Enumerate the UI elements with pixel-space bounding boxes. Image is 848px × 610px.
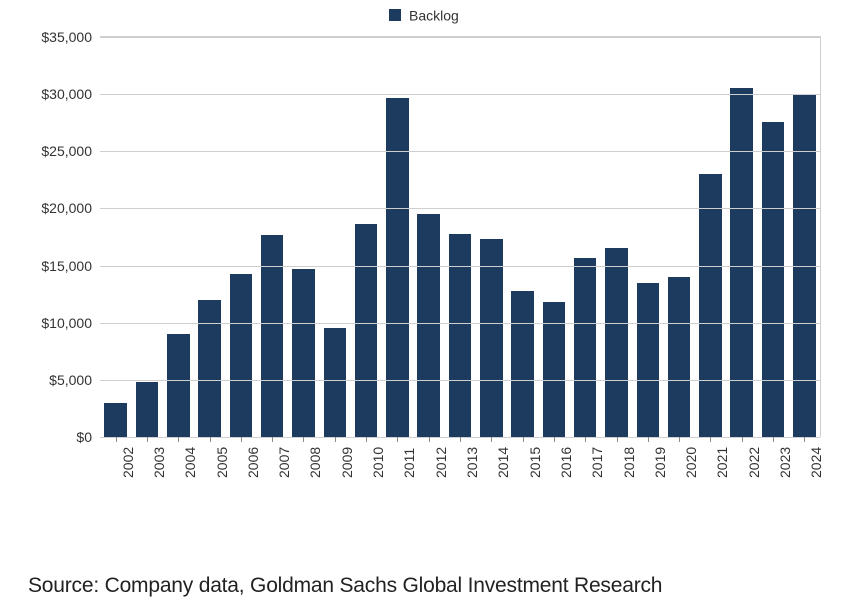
x-tick-mark <box>523 437 524 442</box>
chart-legend: Backlog <box>0 6 848 23</box>
legend-label: Backlog <box>409 7 459 23</box>
bars-layer <box>100 37 820 437</box>
x-tick-label: 2015 <box>527 447 543 478</box>
source-attribution: Source: Company data, Goldman Sachs Glob… <box>28 573 820 600</box>
plot-area: $0$5,000$10,000$15,000$20,000$25,000$30,… <box>100 36 821 437</box>
x-tick-label: 2009 <box>339 447 355 478</box>
x-tick-mark <box>585 437 586 442</box>
x-tick-label: 2019 <box>652 447 668 478</box>
y-tick-label: $0 <box>76 429 92 445</box>
x-tick-mark <box>210 437 211 442</box>
x-tick-label: 2023 <box>777 447 793 478</box>
x-tick-mark <box>554 437 555 442</box>
bar <box>104 403 127 437</box>
y-tick-label: $15,000 <box>41 258 92 274</box>
grid-line <box>100 151 820 152</box>
x-tick-label: 2005 <box>214 447 230 478</box>
x-tick-mark <box>804 437 805 442</box>
x-tick-mark <box>147 437 148 442</box>
x-tick-label: 2017 <box>589 447 605 478</box>
bar-chart-container: Backlog $0$5,000$10,000$15,000$20,000$25… <box>0 0 848 610</box>
legend-swatch <box>389 9 401 21</box>
x-tick-mark <box>116 437 117 442</box>
bar <box>167 334 190 437</box>
bar <box>230 274 253 437</box>
bar <box>386 98 409 437</box>
y-tick-label: $25,000 <box>41 143 92 159</box>
x-tick-label: 2022 <box>746 447 762 478</box>
x-tick-mark <box>366 437 367 442</box>
bar <box>605 248 628 437</box>
x-tick-mark <box>773 437 774 442</box>
x-tick-label: 2020 <box>683 447 699 478</box>
bar <box>292 269 315 437</box>
grid-line <box>100 208 820 209</box>
x-tick-mark <box>648 437 649 442</box>
bar <box>762 122 785 437</box>
x-tick-mark <box>303 437 304 442</box>
x-tick-mark <box>491 437 492 442</box>
bar <box>730 88 753 437</box>
bar <box>198 300 221 437</box>
x-tick-label: 2003 <box>151 447 167 478</box>
x-tick-label: 2012 <box>433 447 449 478</box>
x-tick-label: 2018 <box>621 447 637 478</box>
x-tick-mark <box>617 437 618 442</box>
bar <box>355 224 378 437</box>
bar <box>417 214 440 437</box>
x-tick-mark <box>397 437 398 442</box>
grid-line <box>100 37 820 38</box>
x-tick-label: 2010 <box>370 447 386 478</box>
y-tick-label: $5,000 <box>49 372 92 388</box>
bar <box>480 239 503 437</box>
x-tick-label: 2013 <box>464 447 480 478</box>
bar <box>637 283 660 437</box>
x-tick-label: 2024 <box>808 447 824 478</box>
x-tick-mark <box>241 437 242 442</box>
x-tick-label: 2004 <box>182 447 198 478</box>
x-tick-mark <box>710 437 711 442</box>
bar <box>511 291 534 437</box>
y-tick-label: $35,000 <box>41 29 92 45</box>
x-tick-mark <box>272 437 273 442</box>
x-tick-label: 2016 <box>558 447 574 478</box>
x-tick-mark <box>742 437 743 442</box>
grid-line <box>100 323 820 324</box>
bar <box>136 382 159 437</box>
y-tick-label: $20,000 <box>41 200 92 216</box>
x-tick-label: 2014 <box>495 447 511 478</box>
x-tick-label: 2007 <box>276 447 292 478</box>
bar <box>324 328 347 437</box>
bar <box>449 234 472 437</box>
x-tick-label: 2006 <box>245 447 261 478</box>
x-tick-label: 2002 <box>120 447 136 478</box>
bar <box>668 277 691 437</box>
grid-line <box>100 266 820 267</box>
x-tick-label: 2021 <box>714 447 730 478</box>
x-tick-mark <box>679 437 680 442</box>
grid-line <box>100 380 820 381</box>
y-tick-label: $10,000 <box>41 315 92 331</box>
bar <box>699 174 722 437</box>
bar <box>574 258 597 437</box>
y-tick-label: $30,000 <box>41 86 92 102</box>
x-tick-mark <box>335 437 336 442</box>
x-tick-mark <box>460 437 461 442</box>
x-tick-mark <box>178 437 179 442</box>
x-tick-mark <box>429 437 430 442</box>
x-tick-label: 2008 <box>307 447 323 478</box>
x-tick-label: 2011 <box>401 448 417 478</box>
grid-line <box>100 94 820 95</box>
